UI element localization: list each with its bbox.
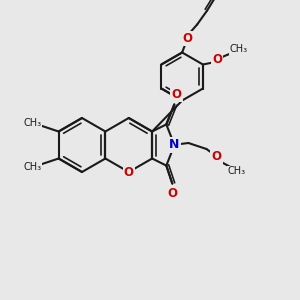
Text: O: O [212,151,221,164]
Text: O: O [182,32,192,45]
Text: O: O [212,53,222,66]
Text: CH₃: CH₃ [24,118,42,128]
Text: CH₃: CH₃ [227,166,245,176]
Text: CH₃: CH₃ [230,44,248,55]
Text: O: O [171,88,181,101]
Text: N: N [169,139,180,152]
Text: CH₃: CH₃ [24,161,42,172]
Text: O: O [124,166,134,178]
Text: O: O [167,187,177,200]
